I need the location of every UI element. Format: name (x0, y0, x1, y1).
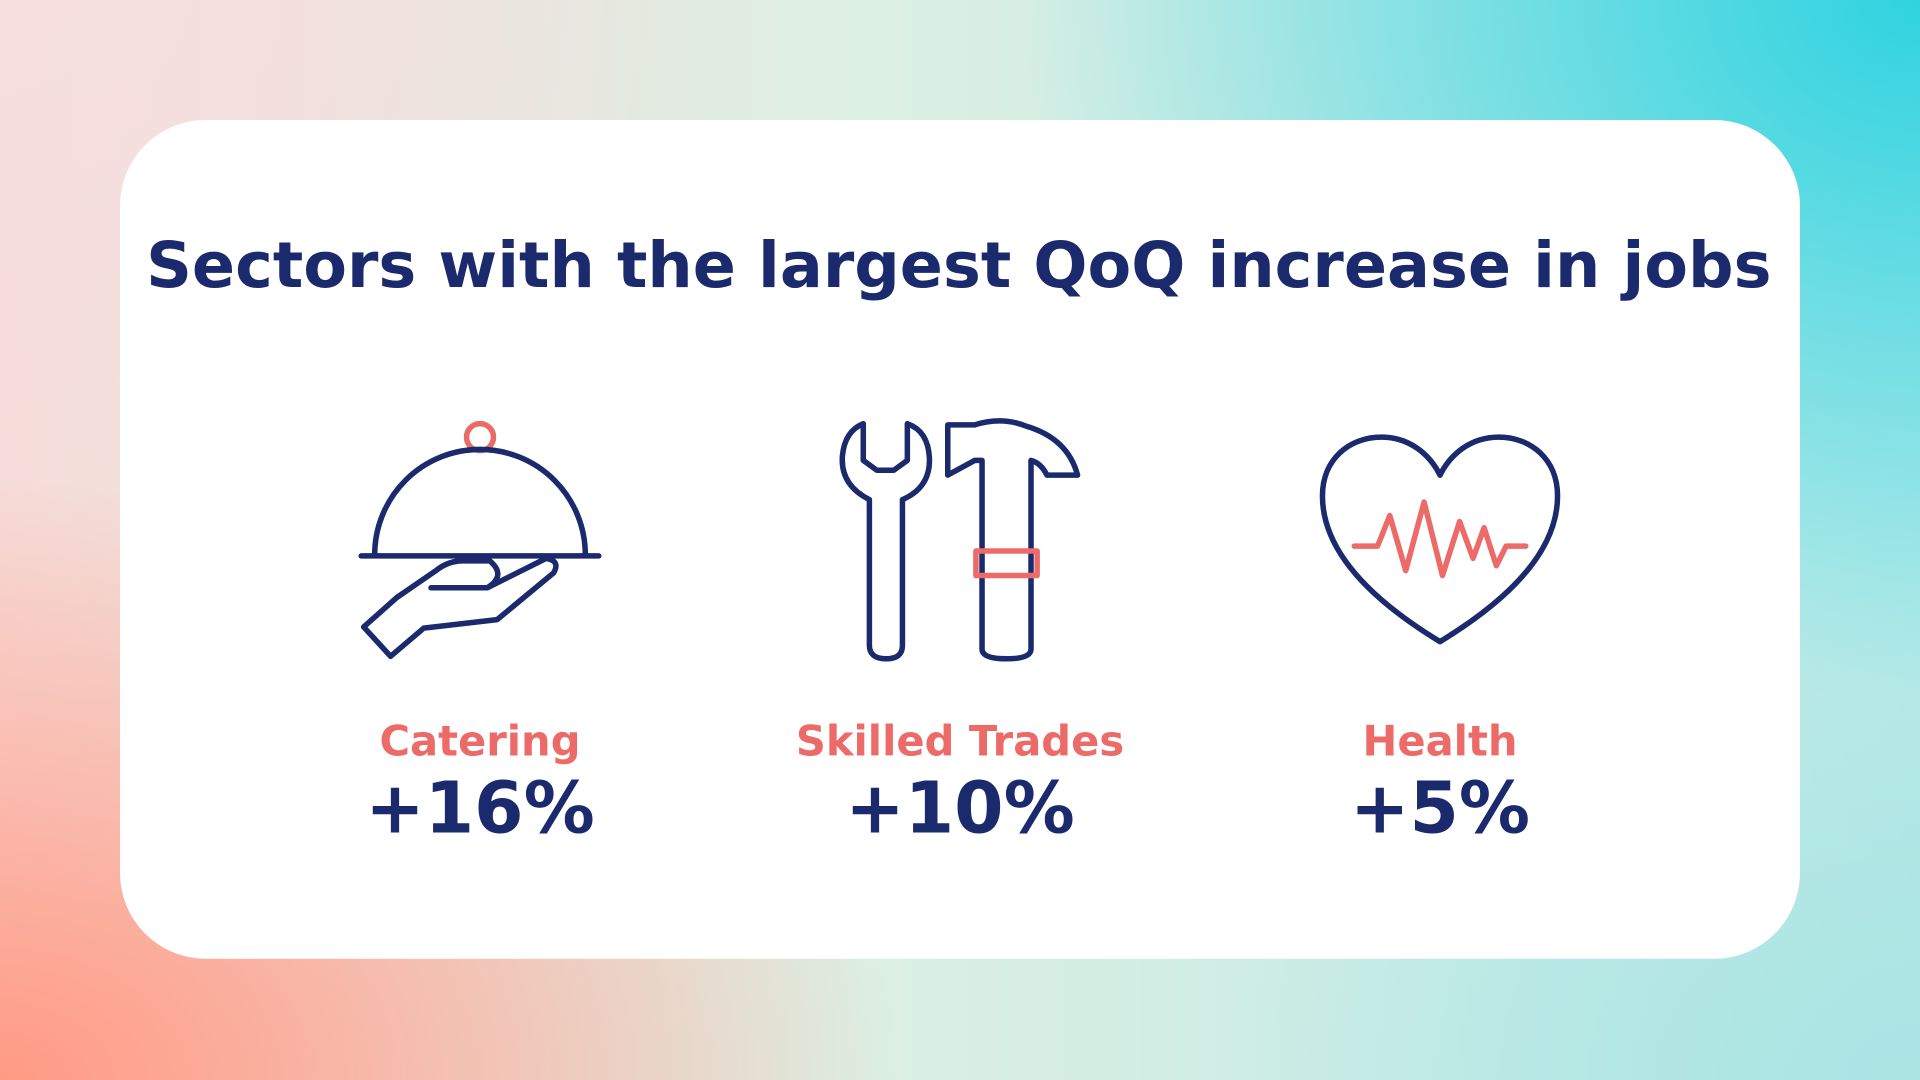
sector-label: Health (1363, 716, 1518, 765)
title: Sectors with the largest QoQ increase in… (146, 229, 1771, 303)
health-icon (1319, 434, 1561, 645)
sector-label: Skilled Trades (796, 716, 1124, 765)
card (120, 120, 1800, 959)
sector-label: Catering (380, 716, 581, 765)
skilled-trades-icon (839, 418, 1081, 662)
sector-value: +10% (845, 767, 1074, 850)
catering-icon (358, 420, 602, 660)
sector-value: +16% (365, 767, 594, 850)
sector-value: +5% (1350, 767, 1530, 850)
